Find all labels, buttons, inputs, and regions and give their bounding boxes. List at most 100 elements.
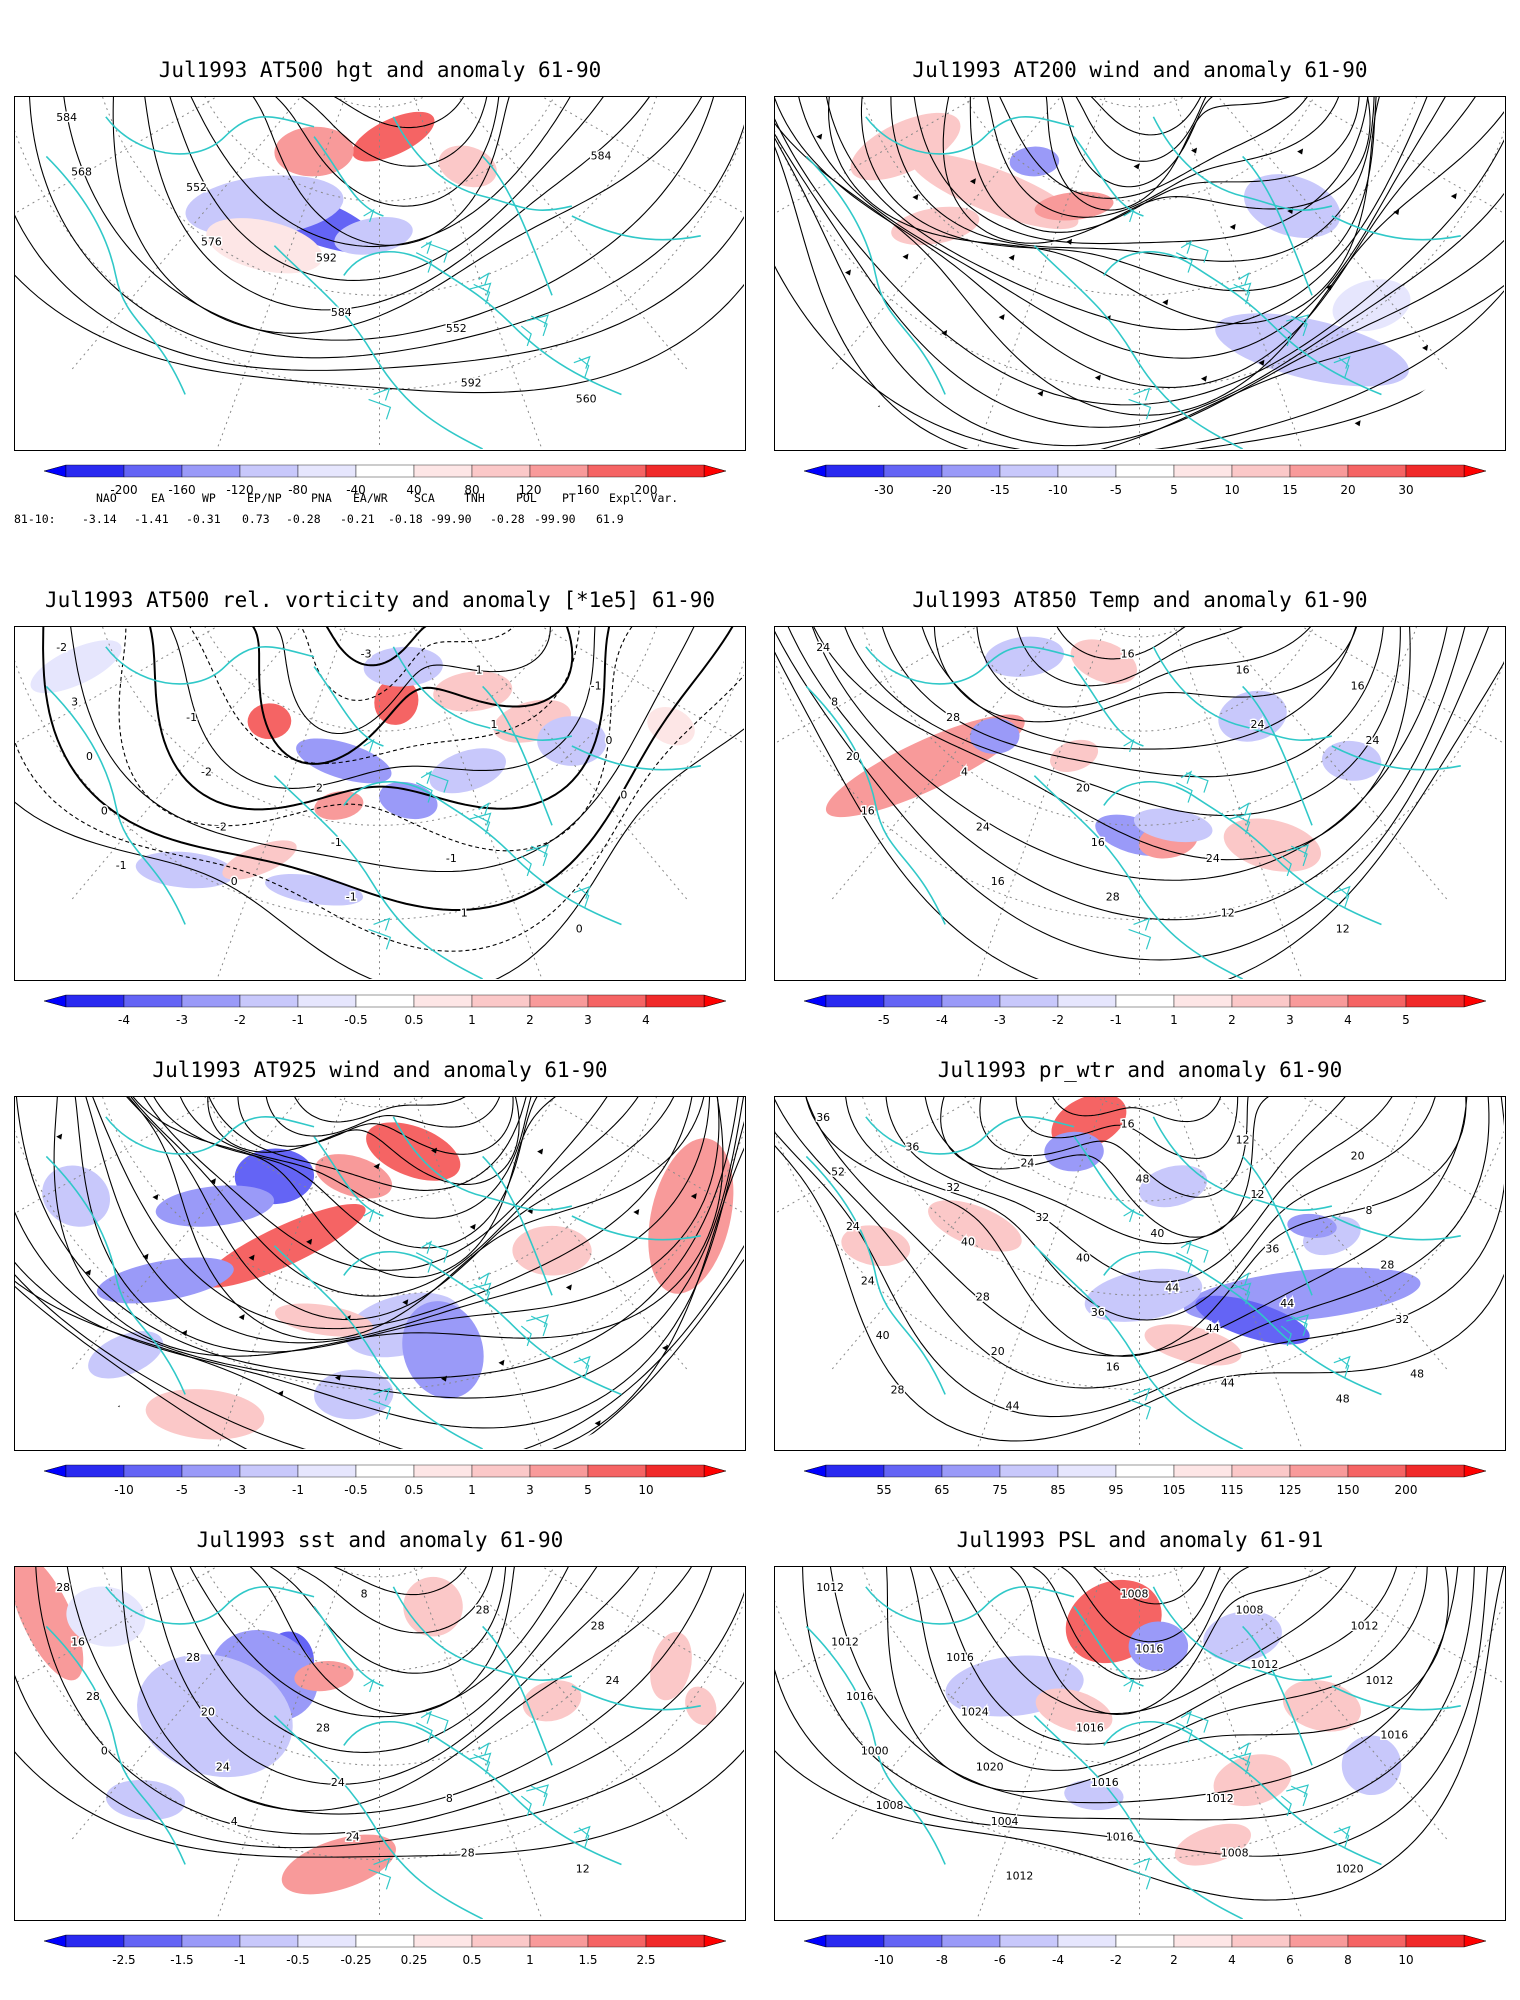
colorbar-swatch: [529, 464, 589, 478]
contour-label: 28: [316, 1722, 330, 1735]
colorbar-label: 15: [1282, 483, 1297, 497]
coastline: [105, 1116, 315, 1155]
wind-arrow: [1094, 374, 1101, 381]
colorbar-swatch: [413, 994, 473, 1008]
contour-line: [851, 1567, 1428, 1771]
coastline: [273, 1715, 483, 1919]
contour-line: [220, 97, 508, 167]
coastline: [1073, 666, 1144, 747]
colorbar-swatch: [355, 464, 415, 478]
streamline: [52, 1097, 707, 1341]
contour-label: 28: [186, 1651, 200, 1664]
border-line: [530, 1785, 548, 1807]
colorbar-label: -1: [292, 1013, 304, 1027]
contour-label: 568: [71, 165, 92, 178]
colorbar-swatch: [1231, 1934, 1291, 1948]
contour-label: 1024: [961, 1706, 989, 1719]
panel-title: Jul1993 AT925 wind and anomaly 61-90: [152, 1058, 608, 1082]
contour-label: 20: [1351, 1149, 1365, 1162]
border-line: [1286, 1784, 1309, 1798]
colorbar-label: -20: [932, 483, 952, 497]
contour-line: [34, 1567, 744, 1835]
border-line: [425, 242, 449, 263]
grid-longitude: [974, 627, 1110, 979]
contour-line: [145, 627, 579, 765]
idx-v8: -0.28: [490, 512, 525, 526]
anomaly-shade: [155, 1185, 275, 1227]
colorbar-swatch: [1289, 464, 1349, 478]
colorbar-arrow-right: [703, 464, 727, 478]
colorbar-swatch: [1405, 1934, 1465, 1948]
anomaly-shade: [1282, 1680, 1361, 1732]
coastline: [1073, 1606, 1144, 1687]
contour-label: 1012: [1366, 1674, 1394, 1687]
border-line: [1133, 1857, 1151, 1871]
colorbar-swatch: [65, 464, 125, 478]
coastline: [1331, 745, 1461, 771]
border-line: [363, 208, 375, 223]
border-line: [578, 357, 590, 378]
colorbar-prwtr: 55 65 75 85 95 105 115 125 150 200: [774, 1463, 1506, 1503]
colorbar-swatch: [1347, 994, 1407, 1008]
colorbar-arrow-right: [1463, 1934, 1487, 1948]
contour-label: 1008: [1236, 1604, 1264, 1617]
contour-label: 1008: [876, 1799, 904, 1812]
wind-arrow: [902, 253, 909, 260]
colorbar-swatch: [529, 994, 589, 1008]
contour-line: [137, 97, 646, 281]
colorbar-swatch: [825, 1464, 885, 1478]
streamline: [121, 1097, 638, 1271]
contour-label: 40: [1076, 1252, 1090, 1265]
wind-arrow: [1258, 359, 1265, 366]
contour-label: 0: [606, 734, 613, 747]
coastline: [571, 215, 701, 241]
border-line: [415, 252, 433, 273]
contour-line: [775, 1567, 1504, 1857]
contour-label: 20: [201, 1706, 215, 1719]
idx-h4: PNA: [311, 491, 332, 505]
wind-arrow: [431, 1147, 438, 1154]
colorbar-swatch: [1231, 464, 1291, 478]
grid-latitude: [15, 627, 744, 921]
contour-label: 40: [876, 1329, 890, 1342]
contour-label: 1008: [1121, 1588, 1149, 1601]
border-line: [1128, 928, 1152, 950]
contour-label: 4: [961, 766, 968, 779]
colorbar-label: 5: [584, 1483, 592, 1497]
border-line: [1175, 1252, 1193, 1273]
border-line: [1180, 1240, 1193, 1254]
coastline: [392, 116, 573, 211]
contour-label: 552: [186, 181, 207, 194]
colorbar-label: -10: [874, 1953, 894, 1967]
border-line: [425, 772, 449, 793]
streamline: [207, 1097, 549, 1186]
border-line: [1175, 1722, 1193, 1743]
contour-label: -2: [56, 641, 67, 654]
coastline: [1331, 215, 1461, 241]
contour-label: 16: [1091, 836, 1105, 849]
colorbar-swatch: [1347, 464, 1407, 478]
coastline: [1073, 1136, 1144, 1217]
anomaly-shade: [352, 111, 435, 162]
idx-h7: TNH: [464, 491, 485, 505]
contour-label: 1012: [1251, 1658, 1279, 1671]
colorbar-label: -40: [346, 483, 366, 497]
border-line: [573, 355, 591, 369]
contour-line: [15, 97, 744, 371]
streamline: [173, 1097, 586, 1219]
colorbar-swatch: [123, 1464, 183, 1478]
contour-line: [942, 1567, 1337, 1680]
coastline: [1033, 775, 1243, 979]
streamline: [39, 1097, 720, 1353]
border-line: [1280, 1795, 1292, 1817]
coastline: [343, 1250, 622, 1396]
panel-title: Jul1993 AT500 hgt and anomaly 61-90: [158, 58, 602, 82]
border-line: [368, 1398, 392, 1420]
anomaly-shade: [30, 640, 122, 694]
contour-line: [933, 627, 1362, 723]
colorbar-label: 65: [934, 1483, 949, 1497]
anomaly-shade: [15, 1567, 84, 1681]
colorbar-swatch: [355, 1934, 415, 1948]
contour-label: 1012: [1206, 1792, 1234, 1805]
map-wind925: [14, 1096, 746, 1451]
